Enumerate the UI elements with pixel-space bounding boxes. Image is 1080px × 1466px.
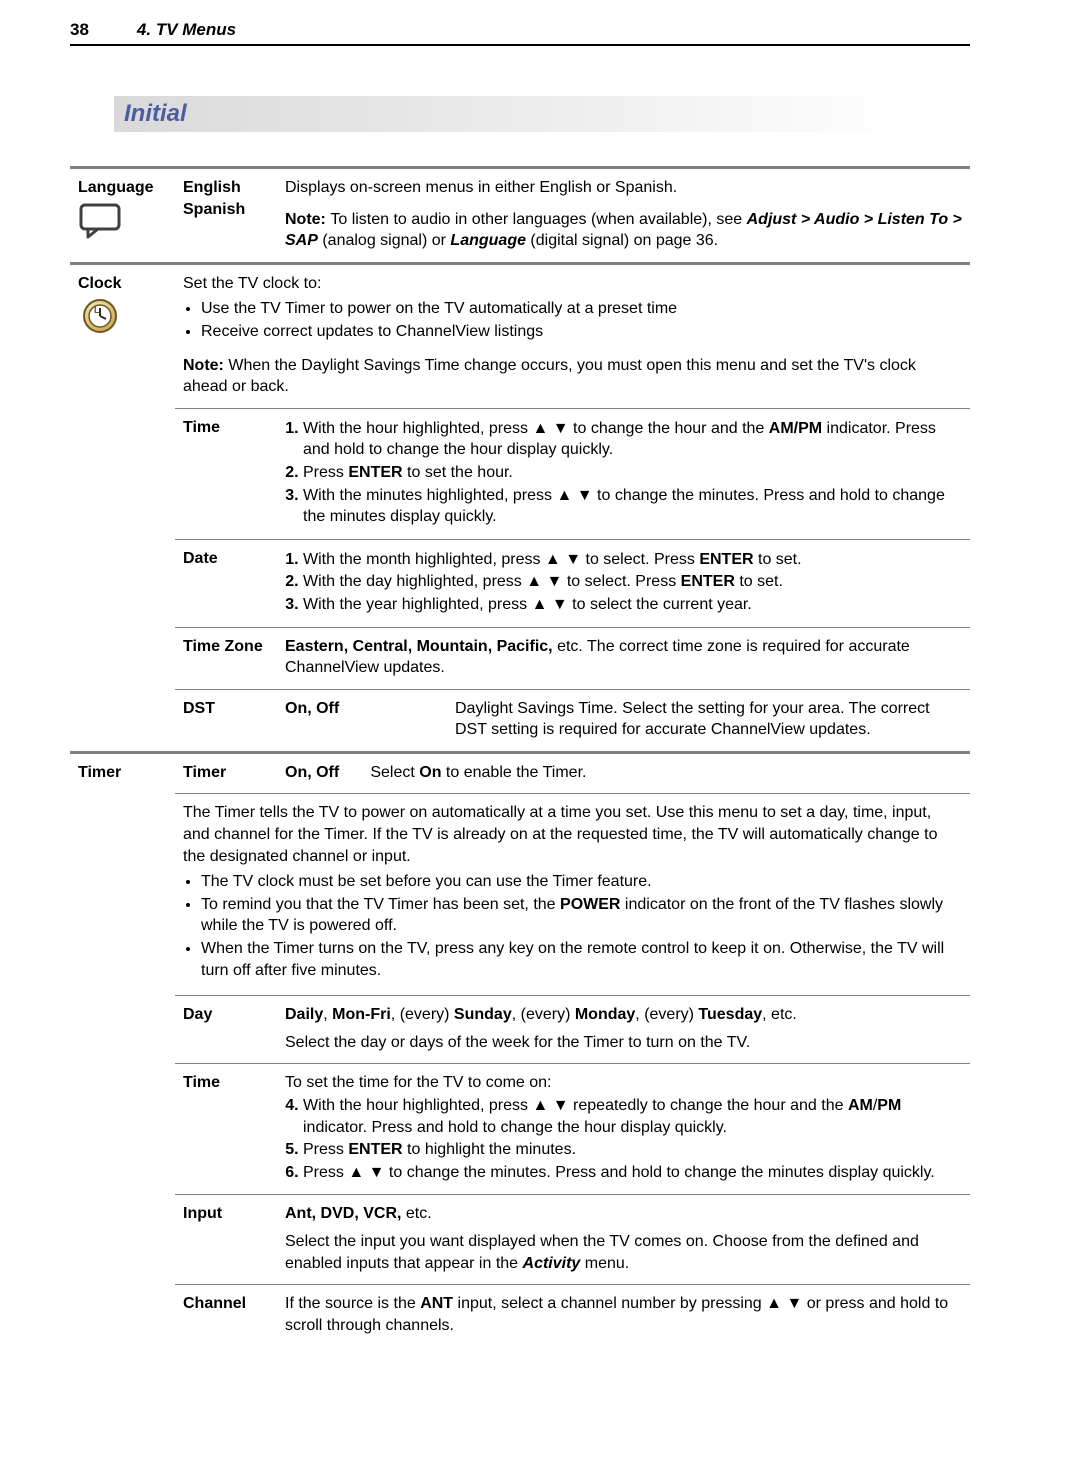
- clock-note: Note: When the Daylight Savings Time cha…: [183, 355, 962, 398]
- dst-opts: On, Off: [285, 698, 455, 741]
- timer-input-text: Select the input you want displayed when…: [285, 1231, 962, 1274]
- speech-bubble-icon: [78, 203, 122, 239]
- row-timer-intro: The Timer tells the TV to power on autom…: [70, 794, 970, 996]
- clock-tz-text: Eastern, Central, Mountain, Pacific, etc…: [277, 627, 970, 689]
- clock-intro: Set the TV clock to:: [183, 273, 962, 295]
- section-heading: Initial: [114, 96, 904, 132]
- row-clock-dst: DST On, Off Daylight Savings Time. Selec…: [70, 689, 970, 752]
- language-desc: Displays on-screen menus in either Engli…: [285, 177, 962, 199]
- clock-time-steps: With the hour highlighted, press ▲ ▼ to …: [303, 418, 962, 528]
- row-timer-input: Input Ant, DVD, VCR, etc. Select the inp…: [70, 1195, 970, 1285]
- clock-date-steps: With the month highlighted, press ▲ ▼ to…: [303, 549, 962, 616]
- timer-channel-text: If the source is the ANT input, select a…: [277, 1285, 970, 1347]
- timer-time-intro: To set the time for the TV to come on:: [285, 1072, 962, 1094]
- clock-icon: L: [78, 298, 122, 334]
- row-clock-time: Time With the hour highlighted, press ▲ …: [70, 408, 970, 539]
- timer-time-steps: With the hour highlighted, press ▲ ▼ rep…: [303, 1095, 962, 1183]
- dst-text: Daylight Savings Time. Select the settin…: [455, 698, 962, 741]
- timer-input-opts: Ant, DVD, VCR, etc.: [285, 1203, 962, 1225]
- row-clock-date: Date With the month highlighted, press ▲…: [70, 539, 970, 627]
- row-language: Language English Spanish Displays on-scr…: [70, 168, 970, 264]
- row-timer-head: Timer Timer On, Off Select On to enable …: [70, 752, 970, 794]
- row-timer-day: Day Daily, Mon-Fri, (every) Sunday, (eve…: [70, 996, 970, 1064]
- timer-bullets: The TV clock must be set before you can …: [201, 871, 962, 981]
- section-heading-wrap: Initial: [114, 96, 970, 132]
- clock-label: Clock: [78, 273, 167, 295]
- row-timer-channel: Channel If the source is the ANT input, …: [70, 1285, 970, 1347]
- language-option-spanish: Spanish: [183, 199, 269, 221]
- timer-opts: On, Off Select On to enable the Timer.: [277, 752, 970, 794]
- row-clock-tz: Time Zone Eastern, Central, Mountain, Pa…: [70, 627, 970, 689]
- page-number: 38: [70, 20, 89, 40]
- timer-paragraph: The Timer tells the TV to power on autom…: [183, 802, 962, 867]
- svg-text:L: L: [94, 305, 100, 315]
- language-label: Language: [78, 177, 167, 199]
- language-note: Note: To listen to audio in other langua…: [285, 209, 962, 252]
- page-header: 38 4. TV Menus: [70, 20, 970, 46]
- manual-page: 38 4. TV Menus Initial Language English …: [0, 0, 1080, 1466]
- chapter-title: 4. TV Menus: [137, 20, 236, 40]
- timer-label: Timer: [78, 762, 167, 784]
- language-option-english: English: [183, 177, 269, 199]
- menu-table: Language English Spanish Displays on-scr…: [70, 166, 970, 1346]
- timer-day-text: Select the day or days of the week for t…: [285, 1032, 962, 1054]
- timer-day-opts: Daily, Mon-Fri, (every) Sunday, (every) …: [285, 1004, 962, 1026]
- row-timer-time: Time To set the time for the TV to come …: [70, 1064, 970, 1195]
- clock-bullets: Use the TV Timer to power on the TV auto…: [201, 298, 962, 342]
- row-clock-intro: Clock L: [70, 263, 970, 408]
